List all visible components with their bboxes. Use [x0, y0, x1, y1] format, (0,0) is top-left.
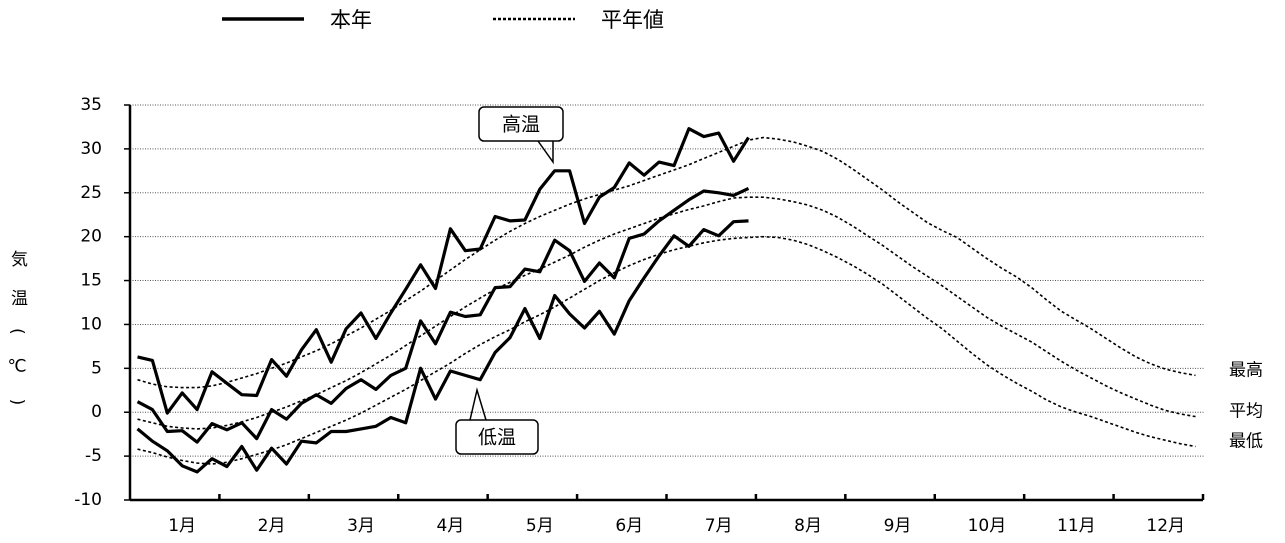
x-tick-label: 12月 [1146, 516, 1185, 536]
normal-line [137, 136, 1196, 389]
y-tick-label: -5 [85, 446, 102, 466]
y-tick-label: 5 [91, 358, 102, 378]
x-tick-label: 5月 [526, 516, 554, 536]
x-tick-label: 10月 [968, 516, 1007, 536]
y-tick-label: 10 [80, 314, 102, 334]
current-line [137, 127, 750, 415]
end-label: 平均 [1229, 402, 1263, 422]
callout-pointer [537, 140, 554, 165]
x-tick-label: 7月 [705, 516, 733, 536]
y-axis-label: 気温(℃) [7, 250, 28, 427]
callout-box [478, 106, 564, 142]
end-label: 最低 [1229, 431, 1263, 451]
y-tick-label: -10 [74, 490, 102, 510]
legend-label: 平年値 [601, 8, 664, 32]
annotation: 低温 [478, 427, 516, 449]
x-tick-label: 3月 [347, 516, 375, 536]
current-line [136, 186, 750, 444]
x-tick-label: 1月 [168, 516, 196, 536]
x-tick-label: 4月 [436, 516, 464, 536]
current-line [136, 219, 749, 474]
x-tick-label: 6月 [615, 516, 643, 536]
y-tick-label: 20 [80, 227, 102, 247]
callout-pointer [469, 387, 487, 421]
annotation: 高温 [502, 114, 540, 136]
y-tick-label: 35 [80, 95, 102, 115]
callout-box [455, 419, 539, 455]
normal-line [137, 235, 1196, 465]
legend-label: 本年 [330, 8, 372, 32]
x-tick-label: 2月 [258, 516, 286, 536]
y-tick-label: 25 [80, 183, 102, 203]
y-tick-label: 15 [80, 271, 102, 291]
y-tick-label: 0 [91, 402, 102, 422]
x-tick-label: 11月 [1057, 516, 1096, 536]
normal-line [137, 196, 1196, 430]
end-label: 最高 [1229, 360, 1263, 380]
x-tick-label: 8月 [794, 516, 822, 536]
y-tick-label: 30 [80, 139, 102, 159]
x-tick-label: 9月 [884, 516, 912, 536]
